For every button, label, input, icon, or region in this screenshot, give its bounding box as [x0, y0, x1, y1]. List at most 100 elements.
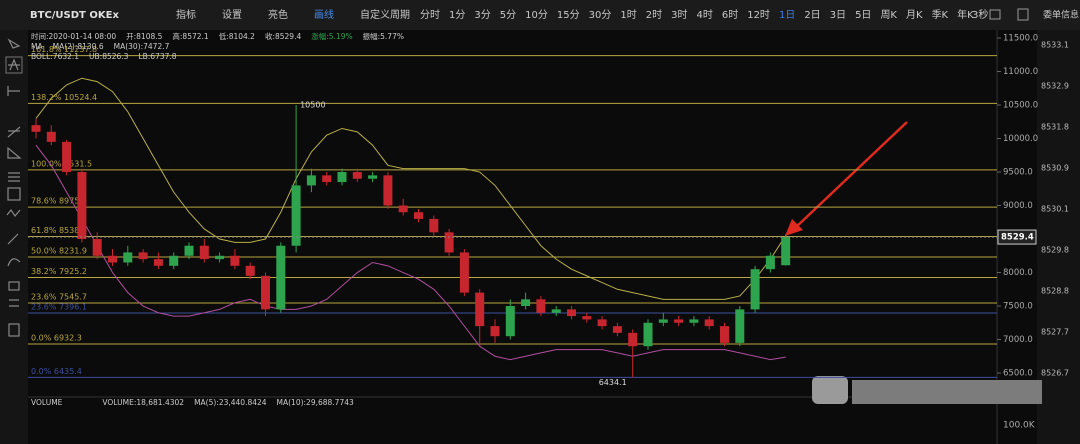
high-annotation: 10500	[300, 101, 325, 110]
candle-body	[459, 252, 469, 293]
blurred-watermark	[812, 376, 1042, 404]
candle-body	[215, 255, 225, 260]
window-icon[interactable]	[989, 9, 1001, 20]
tool-icon[interactable]	[8, 172, 20, 182]
annotation-arrowhead	[785, 219, 803, 236]
candle-body	[536, 299, 546, 313]
period-button[interactable]: 1时	[620, 9, 636, 21]
orderbook-price: 8527.7	[1041, 328, 1069, 337]
candle-body	[322, 175, 332, 183]
price-tag-label: 8529.4	[1001, 233, 1034, 243]
y-tick-label: 9500.0	[1003, 168, 1033, 178]
period-button[interactable]: 分时	[420, 9, 440, 21]
info-text: MA(30):7472.7	[114, 42, 170, 51]
period-button[interactable]: 30分	[589, 9, 612, 21]
fib-label: 138.2% 10524.4	[31, 93, 97, 102]
info-text: UB:8526.3	[89, 52, 129, 61]
period-button[interactable]: 1日	[779, 10, 795, 21]
info-text: 开:8108.5	[126, 32, 162, 41]
period-button[interactable]: 2日	[804, 10, 820, 21]
candle-body	[720, 326, 729, 343]
toolbar-button[interactable]: 画线	[314, 8, 334, 21]
candle-body	[291, 185, 301, 246]
toolbar-button[interactable]: 指标	[176, 8, 196, 21]
tool-icon[interactable]	[8, 323, 20, 337]
candle-body	[92, 239, 102, 256]
period-button[interactable]: 10分	[525, 9, 548, 21]
period-button[interactable]: 3日	[830, 10, 846, 21]
info-text: 振幅:5.77%	[363, 31, 404, 41]
period-button[interactable]: 15分	[557, 9, 580, 21]
orderbook-price: 8526.7	[1041, 369, 1069, 378]
tool-icon[interactable]	[7, 187, 21, 201]
period-button[interactable]: 4时	[696, 9, 712, 21]
tool-icon[interactable]	[7, 38, 21, 49]
candle-body	[490, 326, 500, 337]
period-button[interactable]: 年K	[957, 8, 974, 21]
tool-icon[interactable]	[8, 58, 20, 71]
candle-body	[658, 319, 668, 323]
tool-icon[interactable]	[7, 86, 20, 96]
tool-icon[interactable]	[7, 146, 22, 159]
y-tick-label: 10000.0	[1003, 134, 1038, 144]
annotation-arrow	[794, 121, 908, 229]
info-text: MA(2):8130.6	[53, 42, 104, 51]
candle-body	[735, 309, 745, 343]
period-button[interactable]: 周K	[880, 9, 897, 21]
tool-icon[interactable]	[6, 208, 21, 218]
candle-body	[31, 125, 41, 132]
period-button[interactable]: 月K	[906, 9, 923, 21]
candle-body	[77, 172, 87, 240]
candle-body	[597, 319, 607, 327]
period-button[interactable]: 1分	[449, 9, 465, 21]
panel-title: 委单信息	[1043, 9, 1079, 21]
period-button[interactable]: 12时	[747, 9, 770, 21]
toolbar-button[interactable]: 设置	[222, 9, 242, 21]
y-tick-label: 11000.0	[1003, 67, 1038, 77]
info-text: LB:6737.8	[138, 52, 176, 61]
blur-block	[812, 376, 848, 404]
candle-body	[153, 259, 163, 266]
period-button[interactable]: 5分	[500, 9, 516, 21]
candle-body	[444, 232, 454, 253]
period-button[interactable]: 3时	[671, 9, 687, 21]
fib-label: 100.0% 9531.5	[31, 159, 92, 168]
volume-info: MA(10):29,688.7743	[277, 398, 354, 407]
info-text: 涨幅:5.19%	[311, 31, 352, 41]
orderbook-price: 8531.8	[1041, 123, 1069, 132]
custom-period[interactable]: 自定义周期	[360, 8, 410, 21]
period-button[interactable]: 季K	[932, 9, 949, 21]
candle-body	[704, 319, 714, 327]
tool-icon[interactable]	[7, 126, 21, 138]
refresh-rate[interactable]: 3秒	[972, 8, 988, 21]
volume-info: VOLUME	[31, 398, 63, 407]
fib-label: 0.0% 6932.3	[31, 334, 82, 343]
info-text: 低:8104.2	[219, 31, 255, 41]
candle-body	[551, 309, 561, 313]
period-button[interactable]: 2时	[646, 9, 662, 21]
period-button[interactable]: 6时	[722, 9, 738, 21]
fib-label: 23.6% 7396.1	[31, 302, 87, 311]
orderbook-price: 8529.8	[1041, 246, 1069, 255]
fib-label: 0.0% 6435.4	[31, 367, 82, 376]
tool-icon[interactable]	[8, 281, 20, 291]
window-icon[interactable]	[1017, 8, 1029, 21]
candle-body	[628, 332, 638, 347]
candle-body	[138, 252, 148, 260]
tool-icon[interactable]	[5, 56, 23, 74]
candle-body	[383, 175, 393, 206]
tool-icon[interactable]	[9, 299, 19, 307]
pair-title[interactable]: BTC/USDT OKEx	[30, 10, 119, 21]
period-button[interactable]: 3分	[474, 9, 490, 21]
tool-icon[interactable]	[7, 258, 21, 267]
blur-block	[852, 380, 1042, 404]
toolbar-button[interactable]: 亮色	[268, 8, 288, 21]
orderbook-price: 8530.1	[1041, 205, 1069, 214]
period-button[interactable]: 5日	[855, 10, 871, 21]
candle-body	[368, 175, 378, 179]
volume-info: VOLUME:18,681.4302	[102, 398, 184, 407]
candle-body	[674, 319, 684, 323]
bollinger-band	[35, 77, 787, 300]
tool-icon[interactable]	[7, 233, 19, 245]
